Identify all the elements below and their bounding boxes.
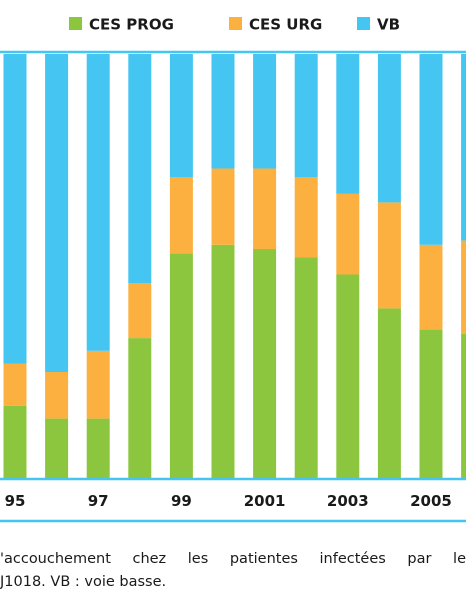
bar-ces-urg-99: [169, 177, 193, 254]
bar-ces-urg-2004: [377, 202, 401, 309]
x-tick-labels: 95 97 99 2001 2003 2005: [5, 492, 452, 510]
stacked-bar-chart: CES PROG CES URG VB 95 97 99 2001 2003 2005: [0, 16, 466, 523]
bar-ces-prog-99: [169, 253, 193, 478]
bars-group: [3, 54, 466, 478]
legend-swatch-ces-urg: [229, 17, 242, 30]
bar-ces-prog-2005: [419, 329, 443, 478]
bar-vb-97: [86, 54, 110, 351]
bar-vb-95: [3, 54, 27, 364]
bar-vb-2001: [253, 54, 277, 169]
bar-vb-98: [128, 54, 152, 283]
bar-ces-prog-2002: [294, 257, 318, 478]
bar-ces-urg-2006: [461, 240, 466, 334]
bar-ces-urg-95: [3, 363, 27, 406]
legend-label-ces-urg: CES URG: [249, 16, 322, 34]
caption-line-2: J1018. VB : voie basse.: [0, 574, 167, 590]
bar-ces-prog-2004: [377, 308, 401, 478]
x-tick-label-95: 95: [5, 492, 26, 510]
bar-vb-96: [45, 54, 69, 372]
x-tick-label-2001: 2001: [244, 492, 286, 510]
bar-ces-prog-96: [45, 418, 69, 478]
bar-ces-urg-2000: [211, 168, 235, 245]
bar-ces-prog-95: [3, 405, 27, 478]
bar-vb-2002: [294, 54, 318, 177]
bar-ces-urg-2001: [253, 168, 277, 250]
bar-ces-urg-97: [86, 350, 110, 419]
bar-ces-prog-97: [86, 418, 110, 478]
x-tick-label-97: 97: [88, 492, 109, 510]
bar-ces-urg-98: [128, 283, 152, 339]
figure-caption: 'accouchement chez les patientes infecté…: [0, 548, 466, 600]
bar-vb-2006: [461, 54, 466, 241]
x-tick-label-99: 99: [171, 492, 192, 510]
caption-line-1: 'accouchement chez les patientes infecté…: [0, 551, 466, 567]
bar-ces-urg-2003: [336, 193, 360, 275]
bar-ces-urg-96: [45, 372, 69, 419]
bar-vb-2004: [377, 54, 401, 203]
bar-ces-urg-2005: [419, 244, 443, 330]
bar-vb-99: [169, 54, 193, 177]
legend-swatch-ces-prog: [69, 17, 82, 30]
legend-label-vb: VB: [377, 16, 400, 34]
bar-vb-2005: [419, 54, 443, 245]
bar-ces-prog-2001: [253, 249, 277, 478]
bar-ces-prog-2006: [461, 333, 466, 478]
bar-vb-2000: [211, 54, 235, 169]
legend-swatch-vb: [357, 17, 370, 30]
bar-ces-prog-98: [128, 338, 152, 478]
legend-label-ces-prog: CES PROG: [89, 16, 174, 34]
bar-vb-2003: [336, 54, 360, 194]
bar-ces-urg-2002: [294, 177, 318, 258]
x-tick-label-2003: 2003: [327, 492, 369, 510]
bar-ces-prog-2003: [336, 274, 360, 478]
legend: CES PROG CES URG VB: [69, 16, 400, 34]
bar-ces-prog-2000: [211, 244, 235, 478]
x-tick-label-2005: 2005: [410, 492, 452, 510]
